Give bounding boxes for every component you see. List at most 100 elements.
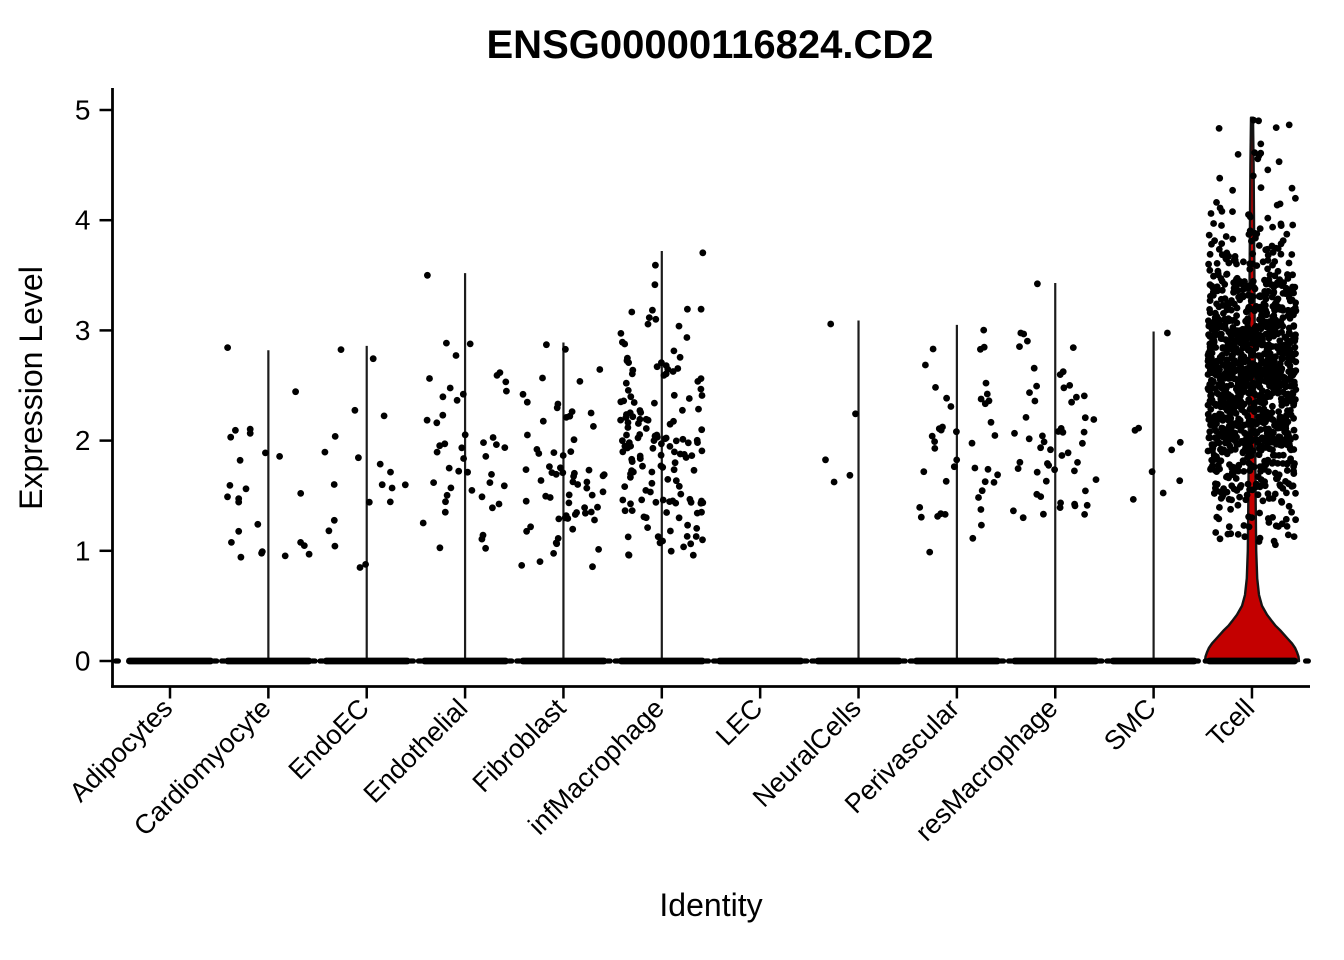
cell-point — [983, 390, 991, 398]
cell-point — [355, 454, 362, 462]
cell-point — [667, 527, 674, 535]
cell-point — [1206, 281, 1214, 289]
cell-point — [1057, 425, 1065, 432]
cell-point — [931, 445, 939, 452]
cell-point — [644, 524, 651, 531]
cell-point — [1282, 290, 1289, 297]
cell-point — [539, 417, 547, 425]
cell-point — [362, 561, 369, 568]
cell-point — [565, 499, 573, 507]
cell-point — [1211, 237, 1218, 245]
cell-point — [667, 547, 675, 555]
cell-point — [645, 314, 653, 321]
cell-point — [226, 482, 234, 489]
cell-point — [543, 341, 550, 349]
cell-point — [1246, 467, 1254, 474]
cell-point — [441, 508, 449, 516]
cell-point — [1230, 288, 1237, 296]
points-perivascular — [916, 326, 1001, 556]
cell-point — [1233, 282, 1240, 290]
cell-point — [642, 415, 650, 423]
cell-point — [1262, 246, 1270, 254]
cell-point — [1239, 340, 1247, 348]
cell-point — [227, 433, 235, 441]
cell-point — [1252, 234, 1259, 242]
cell-point — [1233, 465, 1241, 472]
cell-point — [1274, 245, 1282, 252]
cell-point — [642, 487, 650, 494]
zero-strip-endoec — [322, 657, 411, 665]
cell-point — [464, 468, 471, 476]
cell-point — [445, 464, 453, 472]
cell-point — [325, 527, 333, 535]
cell-point — [1254, 397, 1262, 405]
cell-point — [1282, 391, 1290, 398]
cell-point — [1234, 419, 1242, 427]
cell-point — [1221, 385, 1229, 392]
cell-point — [1247, 213, 1254, 221]
zero-strip-dash-left-neuralcells — [801, 658, 810, 664]
cell-point — [501, 444, 509, 451]
cell-point — [1284, 531, 1292, 539]
cell-point — [1227, 445, 1234, 453]
cell-point — [1261, 482, 1269, 490]
cell-point — [917, 513, 925, 521]
cell-point — [466, 340, 474, 348]
cell-point — [1212, 529, 1220, 536]
cell-point — [1248, 281, 1256, 288]
cell-point — [1212, 487, 1220, 495]
cell-point — [235, 527, 243, 535]
cell-point — [625, 551, 633, 559]
cell-point — [697, 385, 705, 393]
cell-point — [1274, 267, 1282, 275]
cell-point — [1239, 293, 1247, 301]
cell-point — [461, 431, 469, 439]
cell-point — [1241, 533, 1249, 541]
cell-point — [523, 398, 531, 406]
cell-point — [1211, 467, 1219, 474]
cell-point — [1249, 379, 1257, 387]
x-axis-title: Identity — [659, 887, 762, 923]
cell-point — [1291, 283, 1299, 291]
cell-point — [571, 511, 579, 518]
cell-point — [1205, 322, 1213, 330]
cell-point — [1282, 478, 1289, 485]
y-tick-label-4: 4 — [75, 205, 91, 236]
cell-point — [1227, 530, 1235, 538]
cell-point — [478, 493, 486, 501]
cell-point — [1261, 377, 1269, 385]
cell-point — [1213, 283, 1221, 291]
cell-point — [628, 308, 636, 316]
cell-point — [928, 432, 936, 440]
cell-point — [458, 444, 466, 452]
cell-point — [688, 452, 696, 459]
zero-strip-resmacrophage — [1011, 657, 1100, 665]
cell-point — [922, 361, 929, 369]
cell-point — [1234, 531, 1242, 538]
cell-point — [1218, 222, 1225, 229]
cell-point — [1210, 441, 1218, 448]
cell-point — [281, 552, 289, 560]
cell-point — [1251, 364, 1258, 372]
cell-point — [1227, 331, 1235, 339]
cell-point — [1278, 498, 1286, 506]
cell-point — [1257, 306, 1264, 314]
cell-point — [1269, 402, 1276, 410]
cell-point — [1242, 356, 1250, 364]
cell-point — [1243, 327, 1251, 335]
cell-point — [1159, 489, 1167, 497]
cell-point — [1217, 355, 1225, 363]
cell-point — [1264, 166, 1272, 174]
cell-point — [1235, 384, 1243, 392]
zero-strip-dash-left-cardiomyocyte — [211, 658, 220, 664]
cell-point — [493, 441, 500, 448]
jitter-points-layer — [224, 116, 1300, 571]
cell-point — [583, 478, 591, 486]
cell-point — [1290, 533, 1298, 540]
cell-point — [698, 426, 706, 434]
cell-point — [589, 563, 596, 571]
points-resmacrophage — [1010, 280, 1100, 522]
cell-point — [455, 467, 463, 475]
cell-point — [331, 433, 339, 440]
